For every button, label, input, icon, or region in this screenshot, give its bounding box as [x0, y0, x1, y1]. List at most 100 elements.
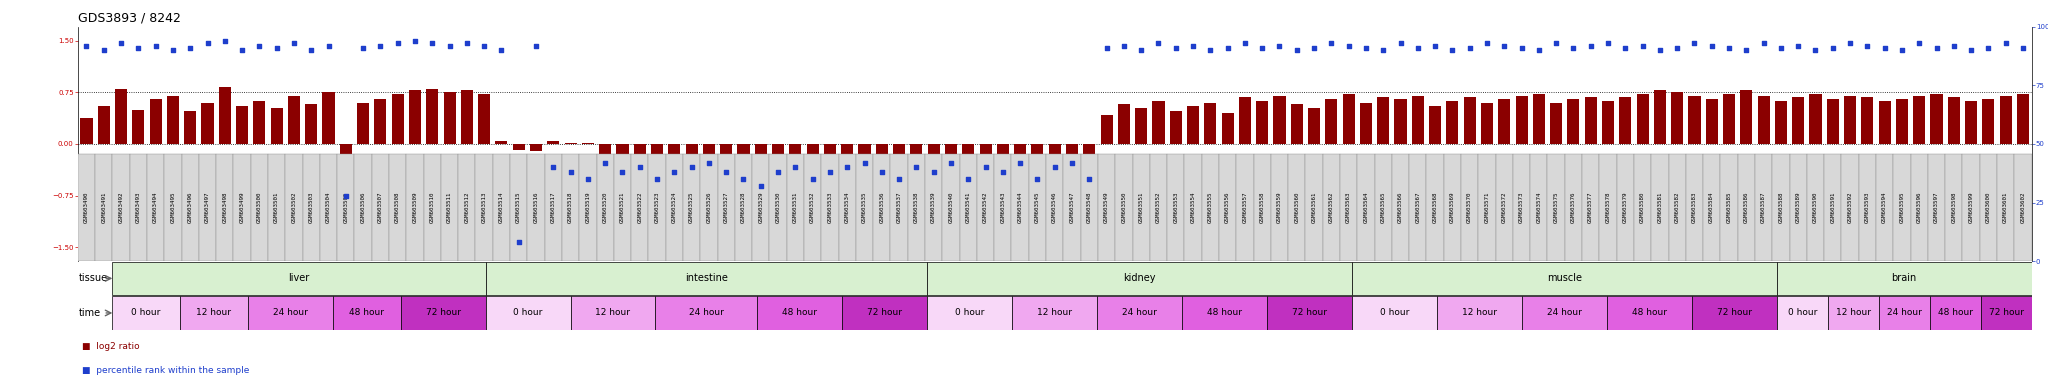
- Text: liver: liver: [289, 273, 309, 283]
- Text: GSM603529: GSM603529: [758, 192, 764, 223]
- Text: 48 hour: 48 hour: [782, 308, 817, 318]
- Text: 24 hour: 24 hour: [1122, 308, 1157, 318]
- Bar: [1358, 154, 1374, 261]
- Point: [467, 43, 500, 49]
- Bar: [651, 144, 664, 180]
- Text: GSM603580: GSM603580: [1640, 192, 1645, 223]
- Bar: [354, 154, 373, 261]
- Text: GSM603491: GSM603491: [100, 192, 106, 223]
- Bar: [424, 154, 440, 261]
- Point: [190, 40, 223, 46]
- Point: [1245, 45, 1278, 51]
- Point: [1178, 43, 1210, 49]
- Bar: [1948, 97, 1960, 144]
- Point: [1782, 43, 1815, 49]
- Bar: [1792, 97, 1804, 144]
- Bar: [1862, 97, 1874, 144]
- Bar: [1931, 94, 1944, 144]
- Bar: [1032, 144, 1044, 169]
- Bar: [1980, 154, 1997, 261]
- Text: GSM603515: GSM603515: [516, 192, 522, 223]
- Text: GSM603507: GSM603507: [379, 192, 383, 223]
- Bar: [1513, 154, 1530, 261]
- Text: GSM603564: GSM603564: [1364, 192, 1368, 223]
- Text: GSM603519: GSM603519: [586, 192, 590, 223]
- Point: [1610, 45, 1642, 51]
- Point: [969, 164, 1001, 170]
- Bar: [426, 89, 438, 144]
- Text: GSM603528: GSM603528: [741, 192, 745, 223]
- Text: GSM603570: GSM603570: [1466, 192, 1473, 223]
- Bar: [545, 154, 561, 261]
- Text: GSM603513: GSM603513: [481, 192, 487, 223]
- Bar: [1651, 154, 1669, 261]
- Text: GSM603531: GSM603531: [793, 192, 799, 223]
- Bar: [1706, 99, 1718, 144]
- Bar: [752, 154, 770, 261]
- Text: GSM603600: GSM603600: [1987, 192, 1991, 223]
- Bar: [1290, 104, 1303, 144]
- Point: [1401, 45, 1434, 51]
- Text: GSM603575: GSM603575: [1554, 192, 1559, 223]
- Text: GDS3893 / 8242: GDS3893 / 8242: [78, 11, 180, 24]
- Bar: [1946, 154, 1962, 261]
- Point: [1626, 43, 1659, 49]
- Bar: [1860, 154, 1876, 261]
- Bar: [1548, 154, 1565, 261]
- Point: [1454, 45, 1487, 51]
- Bar: [475, 154, 494, 261]
- Point: [174, 45, 207, 51]
- Bar: [289, 96, 299, 144]
- Text: 24 hour: 24 hour: [1546, 308, 1581, 318]
- Point: [1298, 45, 1331, 51]
- Point: [1124, 47, 1157, 53]
- Text: 12 hour: 12 hour: [197, 308, 231, 318]
- Text: GSM603588: GSM603588: [1778, 192, 1784, 223]
- Text: GSM603532: GSM603532: [811, 192, 815, 223]
- Point: [1210, 45, 1243, 51]
- Bar: [1395, 99, 1407, 144]
- Bar: [1219, 154, 1237, 261]
- Text: GSM603565: GSM603565: [1380, 192, 1386, 223]
- Text: GSM603536: GSM603536: [879, 192, 885, 223]
- Point: [1540, 40, 1573, 46]
- Text: GSM603578: GSM603578: [1606, 192, 1610, 223]
- Text: GSM603602: GSM603602: [2021, 192, 2025, 223]
- Text: 48 hour: 48 hour: [1206, 308, 1243, 318]
- Bar: [856, 154, 872, 261]
- Bar: [842, 144, 854, 177]
- Bar: [928, 262, 1352, 295]
- Bar: [166, 96, 178, 144]
- Bar: [1790, 154, 1806, 261]
- Bar: [78, 154, 94, 261]
- Bar: [1636, 94, 1649, 144]
- Text: GSM603557: GSM603557: [1243, 192, 1247, 223]
- Bar: [401, 296, 485, 329]
- Bar: [655, 296, 758, 329]
- Point: [1505, 45, 1538, 51]
- Text: 0 hour: 0 hour: [1788, 308, 1817, 318]
- Text: GSM603522: GSM603522: [637, 192, 643, 223]
- Text: 24 hour: 24 hour: [688, 308, 723, 318]
- Bar: [1438, 296, 1522, 329]
- Bar: [340, 144, 352, 182]
- Point: [813, 169, 846, 175]
- Point: [1264, 43, 1296, 49]
- Bar: [461, 90, 473, 144]
- Text: GSM603503: GSM603503: [309, 192, 313, 223]
- Text: GSM603547: GSM603547: [1069, 192, 1075, 223]
- Text: 12 hour: 12 hour: [1462, 308, 1497, 318]
- Bar: [530, 144, 543, 151]
- Bar: [686, 144, 698, 177]
- Bar: [184, 111, 197, 144]
- Point: [451, 40, 483, 46]
- Text: GSM603553: GSM603553: [1174, 192, 1178, 223]
- Text: GSM603533: GSM603533: [827, 192, 831, 223]
- Bar: [254, 101, 266, 144]
- Bar: [150, 99, 162, 144]
- Text: GSM603494: GSM603494: [154, 192, 158, 223]
- Bar: [1522, 296, 1608, 329]
- Text: GSM603572: GSM603572: [1501, 192, 1507, 223]
- Bar: [1825, 154, 1841, 261]
- Point: [641, 176, 674, 182]
